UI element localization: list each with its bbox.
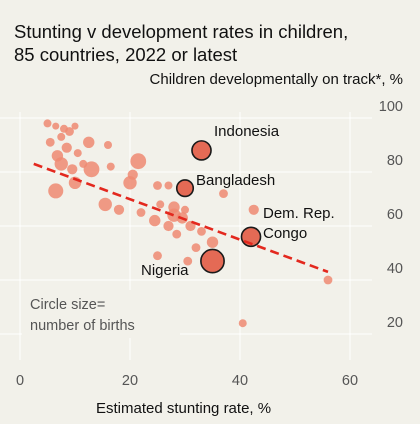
label-bangladesh: Bangladesh — [196, 172, 275, 189]
y-tick-label: 80 — [387, 153, 403, 169]
x-tick-label: 0 — [16, 373, 24, 389]
labelled-point-indonesia — [191, 140, 212, 161]
labelled-point-nigeria — [200, 248, 225, 274]
data-point — [113, 204, 125, 215]
data-point — [153, 181, 162, 190]
label-indonesia: Indonesia — [214, 123, 280, 140]
labelled-points — [175, 140, 262, 274]
data-point — [219, 189, 228, 199]
y-tick-label: 100 — [379, 99, 403, 115]
trend-line — [33, 162, 329, 274]
data-point — [48, 183, 64, 199]
note-background — [22, 290, 180, 338]
x-tick-label: 60 — [342, 373, 358, 389]
label-nigeria: Nigeria — [141, 262, 189, 279]
data-point — [183, 256, 193, 266]
data-point — [164, 181, 173, 190]
data-point — [163, 220, 174, 232]
label-congo-line-1: Dem. Rep. — [263, 205, 335, 222]
data-point — [83, 161, 100, 178]
data-point — [172, 229, 182, 239]
data-point — [248, 204, 259, 215]
data-point — [191, 243, 201, 253]
y-tick-label: 20 — [387, 315, 403, 331]
data-point — [45, 137, 55, 147]
y-axis-label: Children developmentally on track*, % — [150, 71, 403, 88]
data-point — [61, 142, 72, 153]
data-point — [43, 119, 52, 128]
note-line-1: Circle size= — [30, 297, 105, 313]
data-point — [153, 251, 162, 261]
data-point — [206, 236, 219, 248]
x-tick-label: 20 — [122, 373, 138, 389]
labelled-point-bangladesh — [175, 179, 195, 198]
y-tick-label: 60 — [387, 207, 403, 223]
tick-labels: 20 40 60 80 100 0 20 40 60 — [16, 99, 403, 389]
data-point — [238, 319, 247, 328]
data-point — [57, 132, 66, 141]
data-point — [65, 127, 74, 136]
data-point — [98, 197, 112, 212]
label-congo-line-2: Congo — [263, 225, 307, 242]
data-point — [83, 136, 95, 148]
note-line-2: number of births — [30, 318, 135, 334]
data-point — [136, 208, 146, 217]
data-point — [67, 164, 78, 175]
data-point — [54, 157, 68, 171]
data-point — [52, 122, 60, 130]
data-point — [130, 153, 147, 170]
gridlines — [0, 112, 372, 360]
data-point — [323, 275, 333, 285]
data-point — [106, 162, 115, 171]
chart-subtitle: 85 countries, 2022 or latest — [14, 44, 237, 65]
data-point — [149, 214, 161, 227]
data-point — [181, 205, 189, 214]
data-point — [123, 176, 137, 190]
data-point — [104, 141, 112, 149]
data-point — [73, 149, 82, 158]
x-tick-label: 40 — [232, 373, 248, 389]
data-point — [156, 200, 165, 209]
data-points — [43, 119, 333, 328]
x-axis-label: Estimated stunting rate, % — [96, 400, 271, 417]
y-tick-label: 40 — [387, 261, 403, 277]
chart-title: Stunting v development rates in children… — [14, 21, 348, 42]
data-point — [71, 122, 79, 130]
size-legend-note: Circle size= number of births — [22, 290, 180, 338]
data-point — [197, 226, 206, 236]
